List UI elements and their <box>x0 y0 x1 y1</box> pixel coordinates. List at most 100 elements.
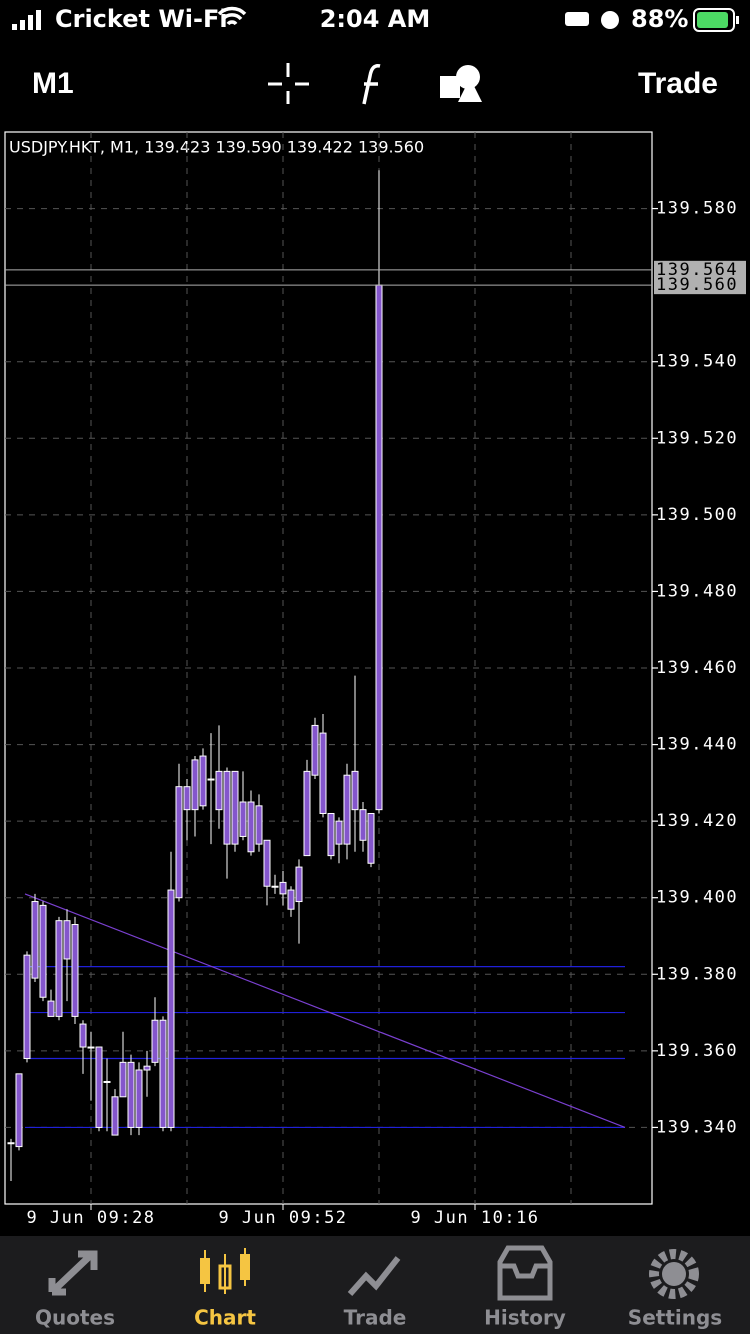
candle-body <box>367 812 375 864</box>
price-label: 139.560 <box>656 275 738 295</box>
y-tick-label: 139.460 <box>656 658 738 678</box>
tab-label[interactable]: Trade <box>344 1306 407 1330</box>
price-label: 139.564 <box>656 260 738 280</box>
x-tick-label: 9 Jun 10:16 <box>410 1208 539 1228</box>
y-tick-label: 139.400 <box>656 888 738 908</box>
candle-body <box>39 904 47 998</box>
timeframe-button[interactable]: M1 <box>32 67 74 100</box>
signal-bar <box>12 24 17 30</box>
battery <box>693 8 735 32</box>
candle-body <box>119 1061 127 1098</box>
price-label-bg <box>654 260 746 279</box>
candle-body <box>375 284 383 811</box>
trend-line <box>24 893 626 1128</box>
candle-body <box>199 755 207 807</box>
candle-body <box>135 1069 143 1128</box>
y-tick-label: 139.440 <box>656 735 738 755</box>
candle-body <box>143 1065 151 1071</box>
candle-body <box>343 774 351 845</box>
battery-percent: 88% <box>631 5 688 33</box>
candle-body <box>295 866 303 903</box>
y-tick-label: 139.540 <box>656 352 738 372</box>
candle-body <box>359 809 367 841</box>
wifi-icon <box>217 6 247 26</box>
candle-body <box>311 724 319 776</box>
candle-body <box>303 770 311 857</box>
y-tick-label: 139.520 <box>656 428 738 448</box>
carrier: Cricket Wi-Fi <box>55 5 228 33</box>
candle-body <box>71 924 79 1017</box>
candle-body <box>103 1080 111 1083</box>
chart-icon <box>200 1248 250 1294</box>
candle-body <box>231 770 239 845</box>
sleep-icon <box>565 12 589 26</box>
candle-body <box>23 954 31 1060</box>
x-tick-label: 9 Jun 09:28 <box>26 1208 155 1228</box>
candle-body <box>15 1073 23 1148</box>
candle-body <box>319 732 327 814</box>
candle-body <box>127 1061 135 1128</box>
signal-bar <box>28 15 33 30</box>
candle-body <box>47 1000 55 1017</box>
candle-body <box>215 770 223 811</box>
chart-title: USDJPY.HKT, M1, 139.423 139.590 139.422 … <box>9 138 424 157</box>
plot-frame <box>4 131 653 1205</box>
candle-body <box>279 881 287 895</box>
history-icon <box>497 1245 553 1301</box>
x-tick-label: 9 Jun 09:52 <box>218 1208 347 1228</box>
candle-body <box>351 770 359 811</box>
settings-icon-core <box>662 1262 686 1286</box>
tab-label[interactable]: Chart <box>194 1306 256 1330</box>
signal-bar <box>36 10 41 30</box>
chart: 139.340 139.360 139.380 139.400 139.420 139.4… <box>5 132 746 1228</box>
candle-body <box>159 1019 167 1128</box>
candle-body <box>63 920 71 960</box>
objects-button[interactable] <box>440 65 482 102</box>
candle-body <box>111 1096 119 1136</box>
candle-body <box>95 1046 103 1128</box>
candle-body <box>183 786 191 811</box>
crosshair-button[interactable] <box>268 63 309 104</box>
candle-body <box>335 820 343 845</box>
settings-icon <box>649 1249 699 1299</box>
clock: 2:04 AM <box>320 5 431 33</box>
tab-label[interactable]: Quotes <box>35 1306 115 1330</box>
candle-body <box>175 786 183 899</box>
toolbar: M1 Trade <box>32 63 718 105</box>
status-bar: Cricket Wi-Fi 2:04 AM 88% <box>12 5 739 33</box>
candle-body <box>191 759 199 811</box>
quotes-icon <box>48 1250 98 1296</box>
battery-level <box>697 12 728 28</box>
y-tick-label: 139.500 <box>656 505 738 525</box>
alarm-icon <box>601 11 619 29</box>
y-tick-label: 139.420 <box>656 811 738 831</box>
tab-bar <box>0 1236 750 1334</box>
candle-body <box>271 885 279 888</box>
candle-body <box>247 801 255 853</box>
candle-body <box>263 839 271 887</box>
candle-body <box>223 770 231 845</box>
tab-label[interactable]: History <box>484 1306 566 1330</box>
tab-label[interactable]: Settings <box>628 1306 722 1330</box>
trade-button[interactable]: Trade <box>638 67 718 100</box>
candle-body <box>55 920 63 1017</box>
candle-body <box>207 778 215 781</box>
y-tick-label: 139.480 <box>656 581 738 601</box>
trade-icon <box>347 1256 401 1296</box>
candle-body <box>79 1023 87 1048</box>
battery-tip <box>736 16 739 24</box>
candle-body <box>287 889 295 910</box>
indicators-button[interactable] <box>362 63 381 105</box>
y-tick-label: 139.340 <box>656 1117 738 1137</box>
y-tick-label: 139.580 <box>656 199 738 219</box>
y-tick-label: 139.380 <box>656 964 738 984</box>
candle-body <box>7 1142 15 1145</box>
candle-body <box>151 1019 159 1063</box>
candle-body <box>255 805 263 845</box>
candle-body <box>31 901 39 979</box>
candle-body <box>239 801 247 837</box>
candle-body <box>167 889 175 1128</box>
y-tick-label: 139.360 <box>656 1041 738 1061</box>
